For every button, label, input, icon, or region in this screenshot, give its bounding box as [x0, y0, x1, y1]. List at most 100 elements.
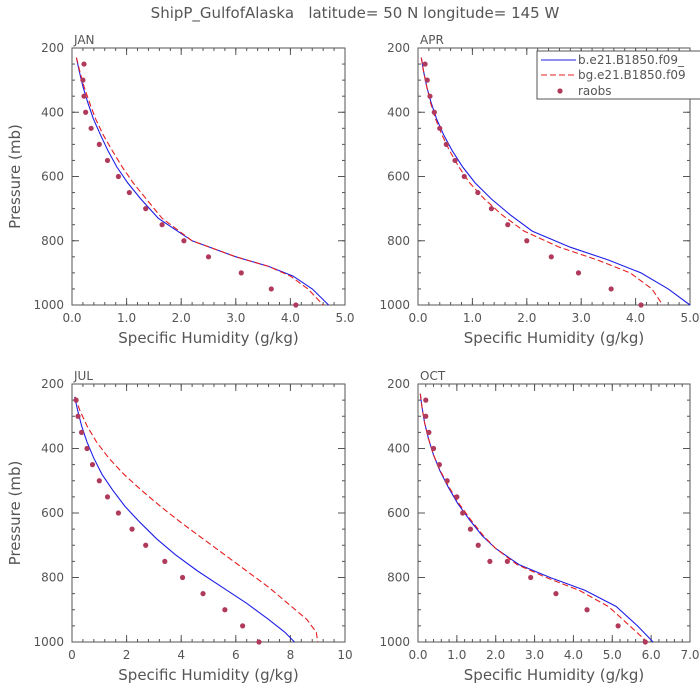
- legend-label: b.e21.B1850.f09_: [578, 53, 685, 67]
- raobs-point: [78, 429, 85, 435]
- raobs-point: [584, 607, 590, 613]
- x-axis-label: Specific Humidity (g/kg): [118, 666, 298, 684]
- y-tick-label: 1000: [33, 298, 64, 312]
- raobs-point: [422, 61, 428, 67]
- raobs-point: [426, 429, 432, 435]
- x-tick-label: 7.0: [680, 648, 699, 662]
- x-tick-label: 4.0: [281, 311, 300, 325]
- raobs-point: [222, 607, 228, 613]
- raobs-point: [96, 141, 102, 147]
- x-tick-label: 4.0: [626, 311, 645, 325]
- raobs-point: [96, 478, 102, 484]
- y-axis-label: Pressure (mb): [6, 461, 24, 566]
- raobs-point: [89, 462, 96, 468]
- y-tick-label: 600: [41, 170, 64, 184]
- y-tick-label: 200: [387, 41, 410, 55]
- raobs-point: [200, 591, 206, 597]
- panel-oct: OCT 0.0 1.0 2.0 3.0 4.0 5.0 6.0 7.0 200 400 600 800 1…: [379, 369, 699, 684]
- raobs-point: [179, 574, 186, 581]
- x-tick-label: 10: [337, 648, 352, 662]
- y-tick-label: 200: [41, 377, 64, 391]
- x-tick-label: 6.0: [642, 648, 661, 662]
- panel-apr: APR 0.0 1.0 2.0 3.0 4.0 5.0 200 400 600 800 1000 Spe…: [379, 33, 699, 347]
- x-tick-label: 2.0: [486, 648, 505, 662]
- panel-jan: JAN 0.0 1.0 2.0 3.0 4.0 5.0 200 400 600 800 1000 Spe…: [6, 33, 355, 347]
- series-line-model2: [75, 57, 324, 306]
- raobs-point: [487, 558, 493, 564]
- raobs-point: [460, 510, 466, 516]
- x-tick-label: 1.0: [463, 311, 482, 325]
- y-tick-label: 1000: [33, 635, 64, 649]
- raobs-point: [504, 558, 510, 564]
- y-tick-label: 1000: [379, 635, 410, 649]
- raobs-point: [444, 478, 450, 484]
- y-tick-label: 600: [387, 170, 410, 184]
- raobs-point: [81, 93, 87, 99]
- raobs-point: [475, 189, 481, 196]
- y-tick-label: 600: [41, 506, 64, 520]
- y-axis-label: Pressure (mb): [6, 124, 24, 229]
- raobs-point: [205, 254, 212, 260]
- panels: JAN 0.0 1.0 2.0 3.0 4.0 5.0 200 400 600 800 1000 Spe…: [6, 33, 700, 684]
- raobs-point: [454, 494, 460, 500]
- plot-frame: [71, 383, 346, 643]
- y-tick-label: 200: [387, 377, 410, 391]
- raobs-point: [575, 270, 582, 276]
- panel-title: JUL: [73, 369, 93, 383]
- panel-title: JAN: [73, 33, 95, 47]
- raobs-point: [162, 558, 168, 564]
- raobs-point: [73, 397, 79, 403]
- raobs-point: [240, 623, 246, 629]
- raobs-point: [524, 238, 530, 244]
- x-tick-label: 1.0: [117, 311, 136, 325]
- x-tick-label: 2: [123, 648, 131, 662]
- x-tick-label: 6: [232, 648, 240, 662]
- x-tick-label: 0: [68, 648, 76, 662]
- raobs-point: [461, 173, 467, 180]
- x-tick-label: 3.0: [226, 311, 245, 325]
- raobs-point: [104, 494, 111, 500]
- panel-title: OCT: [420, 369, 446, 383]
- x-tick-label: 5.0: [680, 311, 699, 325]
- legend: b.e21.B1850.f09_bg.e21.B1850.f09 raobs: [536, 50, 700, 100]
- x-tick-label: 3.0: [525, 648, 544, 662]
- x-tick-label: 3.0: [572, 311, 591, 325]
- raobs-point: [424, 77, 430, 83]
- raobs-point: [238, 270, 244, 276]
- x-tick-label: 2.0: [517, 311, 536, 325]
- raobs-point: [423, 413, 429, 419]
- series-line-model2: [74, 396, 319, 643]
- x-tick-label: 8: [287, 648, 295, 662]
- x-tick-label: 1.0: [447, 648, 466, 662]
- y-tick-label: 800: [387, 571, 410, 585]
- raobs-point: [143, 206, 149, 212]
- series-line-model1: [75, 57, 329, 306]
- y-tick-label: 400: [387, 105, 410, 119]
- raobs-point: [159, 222, 165, 228]
- raobs-point: [553, 591, 559, 597]
- raobs-point: [81, 61, 87, 67]
- x-tick-label: 0.0: [408, 648, 427, 662]
- raobs-point: [431, 109, 437, 115]
- x-tick-label: 5.0: [335, 311, 354, 325]
- raobs-point: [430, 445, 437, 452]
- figure-title: ShipP_GulfofAlaska latitude= 50 N longit…: [151, 4, 560, 23]
- plot-frame: [71, 47, 346, 306]
- raobs-point: [75, 413, 81, 419]
- raobs-point: [84, 445, 90, 452]
- raobs-point: [475, 542, 481, 548]
- y-tick-label: 800: [41, 571, 64, 585]
- raobs-point: [505, 222, 511, 228]
- x-tick-label: 4.0: [564, 648, 583, 662]
- raobs-point: [293, 302, 299, 308]
- x-axis-label: Specific Humidity (g/kg): [464, 666, 644, 684]
- legend-label: raobs: [578, 84, 612, 98]
- y-tick-label: 800: [41, 234, 64, 248]
- raobs-point: [443, 141, 449, 147]
- raobs-point: [638, 302, 644, 308]
- raobs-point: [83, 109, 89, 115]
- raobs-point: [115, 173, 122, 180]
- x-tick-label: 0.0: [62, 311, 81, 325]
- raobs-point: [129, 526, 135, 532]
- x-tick-label: 2.0: [172, 311, 191, 325]
